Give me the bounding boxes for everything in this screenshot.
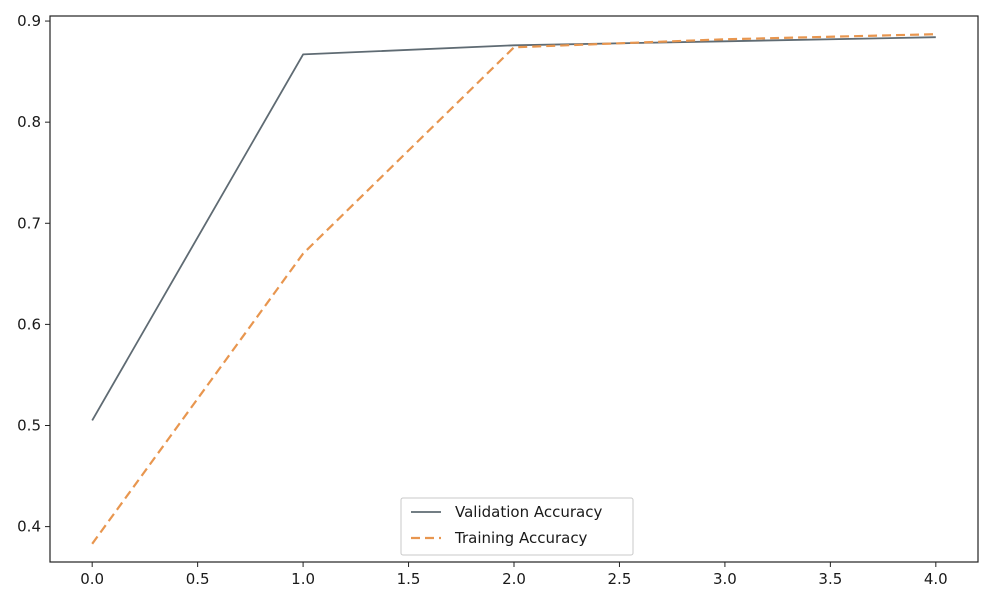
x-tick-label: 0.0: [80, 570, 104, 588]
x-tick-label: 1.0: [291, 570, 315, 588]
series-line-training: [91, 33, 936, 545]
series-line-validation: [91, 36, 936, 421]
y-tick-label: 0.4: [17, 518, 41, 536]
y-axis: 0.4 0.5 0.6 0.7 0.8 0.9: [17, 12, 50, 536]
series-layer: [91, 33, 936, 545]
plot-area: [49, 15, 979, 563]
x-tick-label: 0.5: [186, 570, 210, 588]
y-tick-label: 0.5: [17, 417, 41, 435]
x-tick-label: 3.0: [713, 570, 737, 588]
y-tick-label: 0.9: [17, 12, 41, 30]
x-tick-label: 1.5: [397, 570, 421, 588]
x-tick-label: 2.5: [608, 570, 632, 588]
x-tick-label: 3.5: [818, 570, 842, 588]
y-tick-label: 0.8: [17, 113, 41, 131]
x-tick-label: 2.0: [502, 570, 526, 588]
x-axis: 0.0 0.5 1.0 1.5 2.0 2.5 3.0 3.5 4.0: [80, 562, 948, 588]
legend-label-training: Training Accuracy: [454, 529, 588, 547]
y-tick-label: 0.7: [17, 214, 41, 232]
legend: Validation Accuracy Training Accuracy: [400, 497, 634, 556]
legend-box: [400, 497, 634, 556]
legend-label-validation: Validation Accuracy: [455, 503, 602, 521]
x-tick-label: 4.0: [924, 570, 948, 588]
y-tick-label: 0.6: [17, 315, 41, 333]
